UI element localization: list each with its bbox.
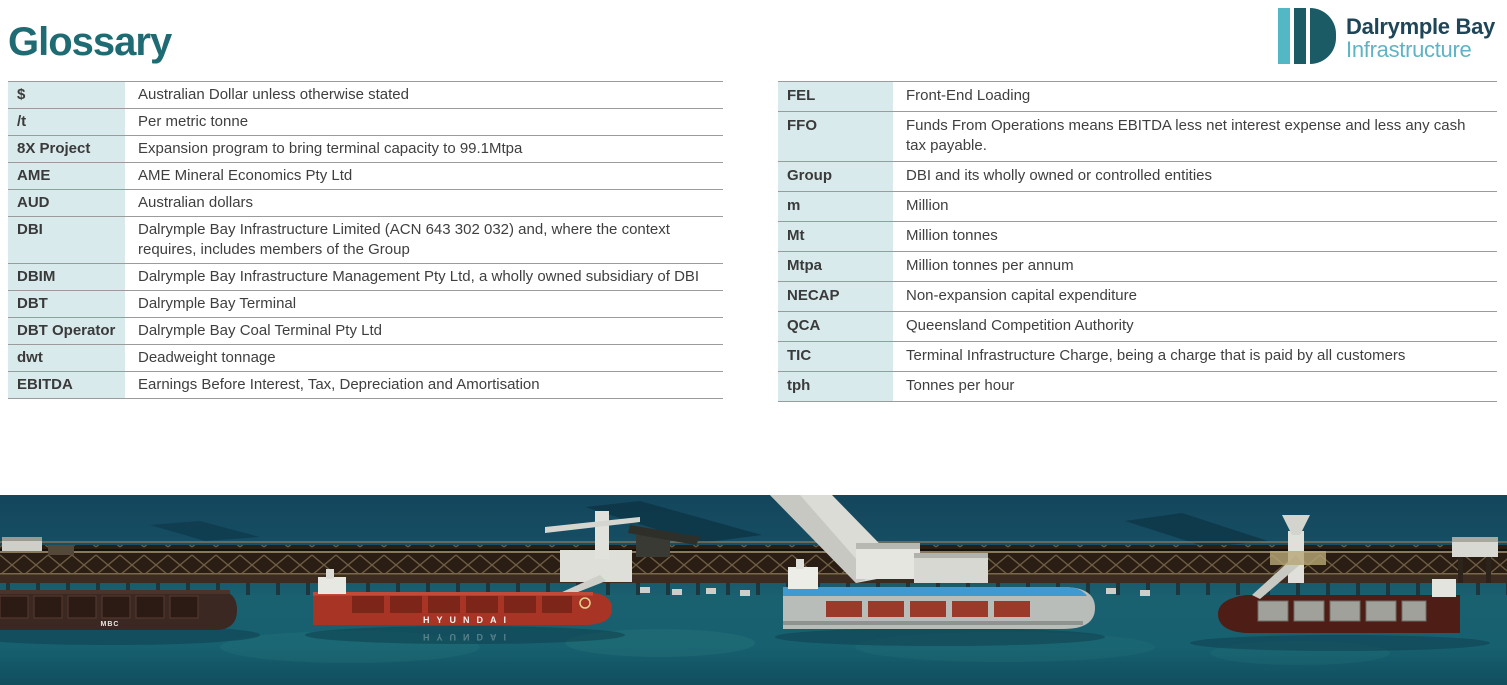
glossary-definition: Deadweight tonnage [138, 349, 276, 366]
glossary-row: AUD Australian dollars [8, 189, 723, 217]
glossary-row: Mt Million tonnes [778, 221, 1497, 252]
shiploader [545, 511, 700, 596]
glossary-definition: Per metric tonne [138, 113, 249, 130]
glossary-term: /t [8, 108, 125, 136]
glossary-term: FEL [778, 81, 893, 112]
page-title: Glossary [8, 20, 172, 64]
glossary-row: AME AME Mineral Economics Pty Ltd [8, 162, 723, 190]
glossary-definition: Million tonnes per annum [906, 257, 1074, 274]
terminal-aerial-photo: MBC [0, 495, 1507, 685]
glossary-definition: Earnings Before Interest, Tax, Depreciat… [138, 376, 540, 393]
glossary-term: NECAP [778, 281, 893, 312]
glossary-term: DBIM [8, 263, 125, 291]
glossary-row: NECAP Non-expansion capital expenditure [778, 281, 1497, 312]
glossary-definition: Dalrymple Bay Coal Terminal Pty Ltd [138, 322, 382, 339]
glossary-row: DBT Dalrymple Bay Terminal [8, 290, 723, 318]
glossary-row: EBITDA Earnings Before Interest, Tax, De… [8, 371, 723, 399]
glossary-row: DBIM Dalrymple Bay Infrastructure Manage… [8, 263, 723, 291]
glossary-definition: Million [906, 197, 949, 214]
conveyor-gallery [770, 495, 988, 583]
glossary-definition: Funds From Operations means EBITDA less … [906, 117, 1466, 154]
glossary-definition: Expansion program to bring terminal capa… [138, 140, 523, 157]
glossary-term: tph [778, 371, 893, 402]
glossary-term: dwt [8, 344, 125, 372]
logo-name-line1: Dalrymple Bay [1346, 13, 1495, 39]
glossary-term: DBT [8, 290, 125, 318]
crane-shadow [585, 501, 762, 543]
glossary-term: DBI [8, 216, 125, 264]
glossary-row: DBT Operator Dalrymple Bay Coal Terminal… [8, 317, 723, 345]
glossary-definition: Dalrymple Bay Infrastructure Management … [138, 268, 700, 285]
glossary-term: Group [778, 161, 893, 192]
bulk-carrier-dark: MBC [0, 590, 260, 645]
glossary-definition: Tonnes per hour [906, 377, 1015, 394]
glossary-term: QCA [778, 311, 893, 342]
glossary-definition: Front-End Loading [906, 87, 1031, 104]
glossary-row: tph Tonnes per hour [778, 371, 1497, 402]
glossary-definition: DBI and its wholly owned or controlled e… [906, 167, 1212, 184]
glossary-term: m [778, 191, 893, 222]
glossary-term: DBT Operator [8, 317, 125, 345]
glossary-term: EBITDA [8, 371, 125, 399]
glossary-row: $ Australian Dollar unless otherwise sta… [8, 81, 723, 109]
bulk-carrier-grey-hatches [1190, 579, 1490, 651]
jetty-end-platform [1452, 537, 1498, 583]
glossary-term: 8X Project [8, 135, 125, 163]
glossary-term: TIC [778, 341, 893, 372]
glossary-definition: Queensland Competition Authority [906, 317, 1134, 334]
ship-name-text: MBC [101, 621, 120, 628]
shiploader [1252, 515, 1326, 599]
glossary-row: Mtpa Million tonnes per annum [778, 251, 1497, 282]
glossary-table-left: $ Australian Dollar unless otherwise sta… [8, 81, 723, 399]
bulk-carrier-red: HYUNDAI HYUNDAI [305, 569, 625, 644]
glossary-term: Mt [778, 221, 893, 252]
glossary-definition: Terminal Infrastructure Charge, being a … [906, 347, 1406, 364]
glossary-row: 8X Project Expansion program to bring te… [8, 135, 723, 163]
company-logo: Dalrymple Bay Infrastructure [1278, 8, 1495, 64]
bulk-carrier-blue-stripe [775, 559, 1105, 646]
glossary-row: dwt Deadweight tonnage [8, 344, 723, 372]
glossary-term: Mtpa [778, 251, 893, 282]
wharf-building [2, 537, 74, 555]
glossary-definition: Australian Dollar unless otherwise state… [138, 86, 409, 103]
glossary-row: FEL Front-End Loading [778, 81, 1497, 112]
crane-shadow [1125, 513, 1268, 547]
glossary-term: AUD [8, 189, 125, 217]
glossary-definition: Non-expansion capital expenditure [906, 287, 1137, 304]
glossary-row: /t Per metric tonne [8, 108, 723, 136]
crane-shadow [150, 521, 260, 541]
glossary-row: FFO Funds From Operations means EBITDA l… [778, 111, 1497, 162]
glossary-row: DBI Dalrymple Bay Infrastructure Limited… [8, 216, 723, 264]
glossary-row: m Million [778, 191, 1497, 222]
glossary-definition: Million tonnes [906, 227, 998, 244]
glossary-row: Group DBI and its wholly owned or contro… [778, 161, 1497, 192]
logo-name-line2: Infrastructure [1346, 37, 1472, 62]
glossary-row: QCA Queensland Competition Authority [778, 311, 1497, 342]
ship-name-text: HYUNDAI [423, 615, 513, 625]
glossary-definition: AME Mineral Economics Pty Ltd [138, 167, 353, 184]
glossary-term: FFO [778, 111, 893, 162]
glossary-row: TIC Terminal Infrastructure Charge, bein… [778, 341, 1497, 372]
glossary-term: $ [8, 81, 125, 109]
glossary-definition: Dalrymple Bay Infrastructure Limited (AC… [138, 221, 670, 258]
jetty-structure [0, 541, 1507, 595]
ship-name-reflection: HYUNDAI [423, 632, 513, 642]
glossary-definition: Dalrymple Bay Terminal [138, 295, 297, 312]
dbi-logo-icon [1278, 8, 1337, 64]
glossary-definition: Australian dollars [138, 194, 254, 211]
glossary-term: AME [8, 162, 125, 190]
mooring-dolphins [640, 587, 1150, 596]
glossary-table-right: FEL Front-End Loading FFO Funds From Ope… [778, 81, 1497, 402]
